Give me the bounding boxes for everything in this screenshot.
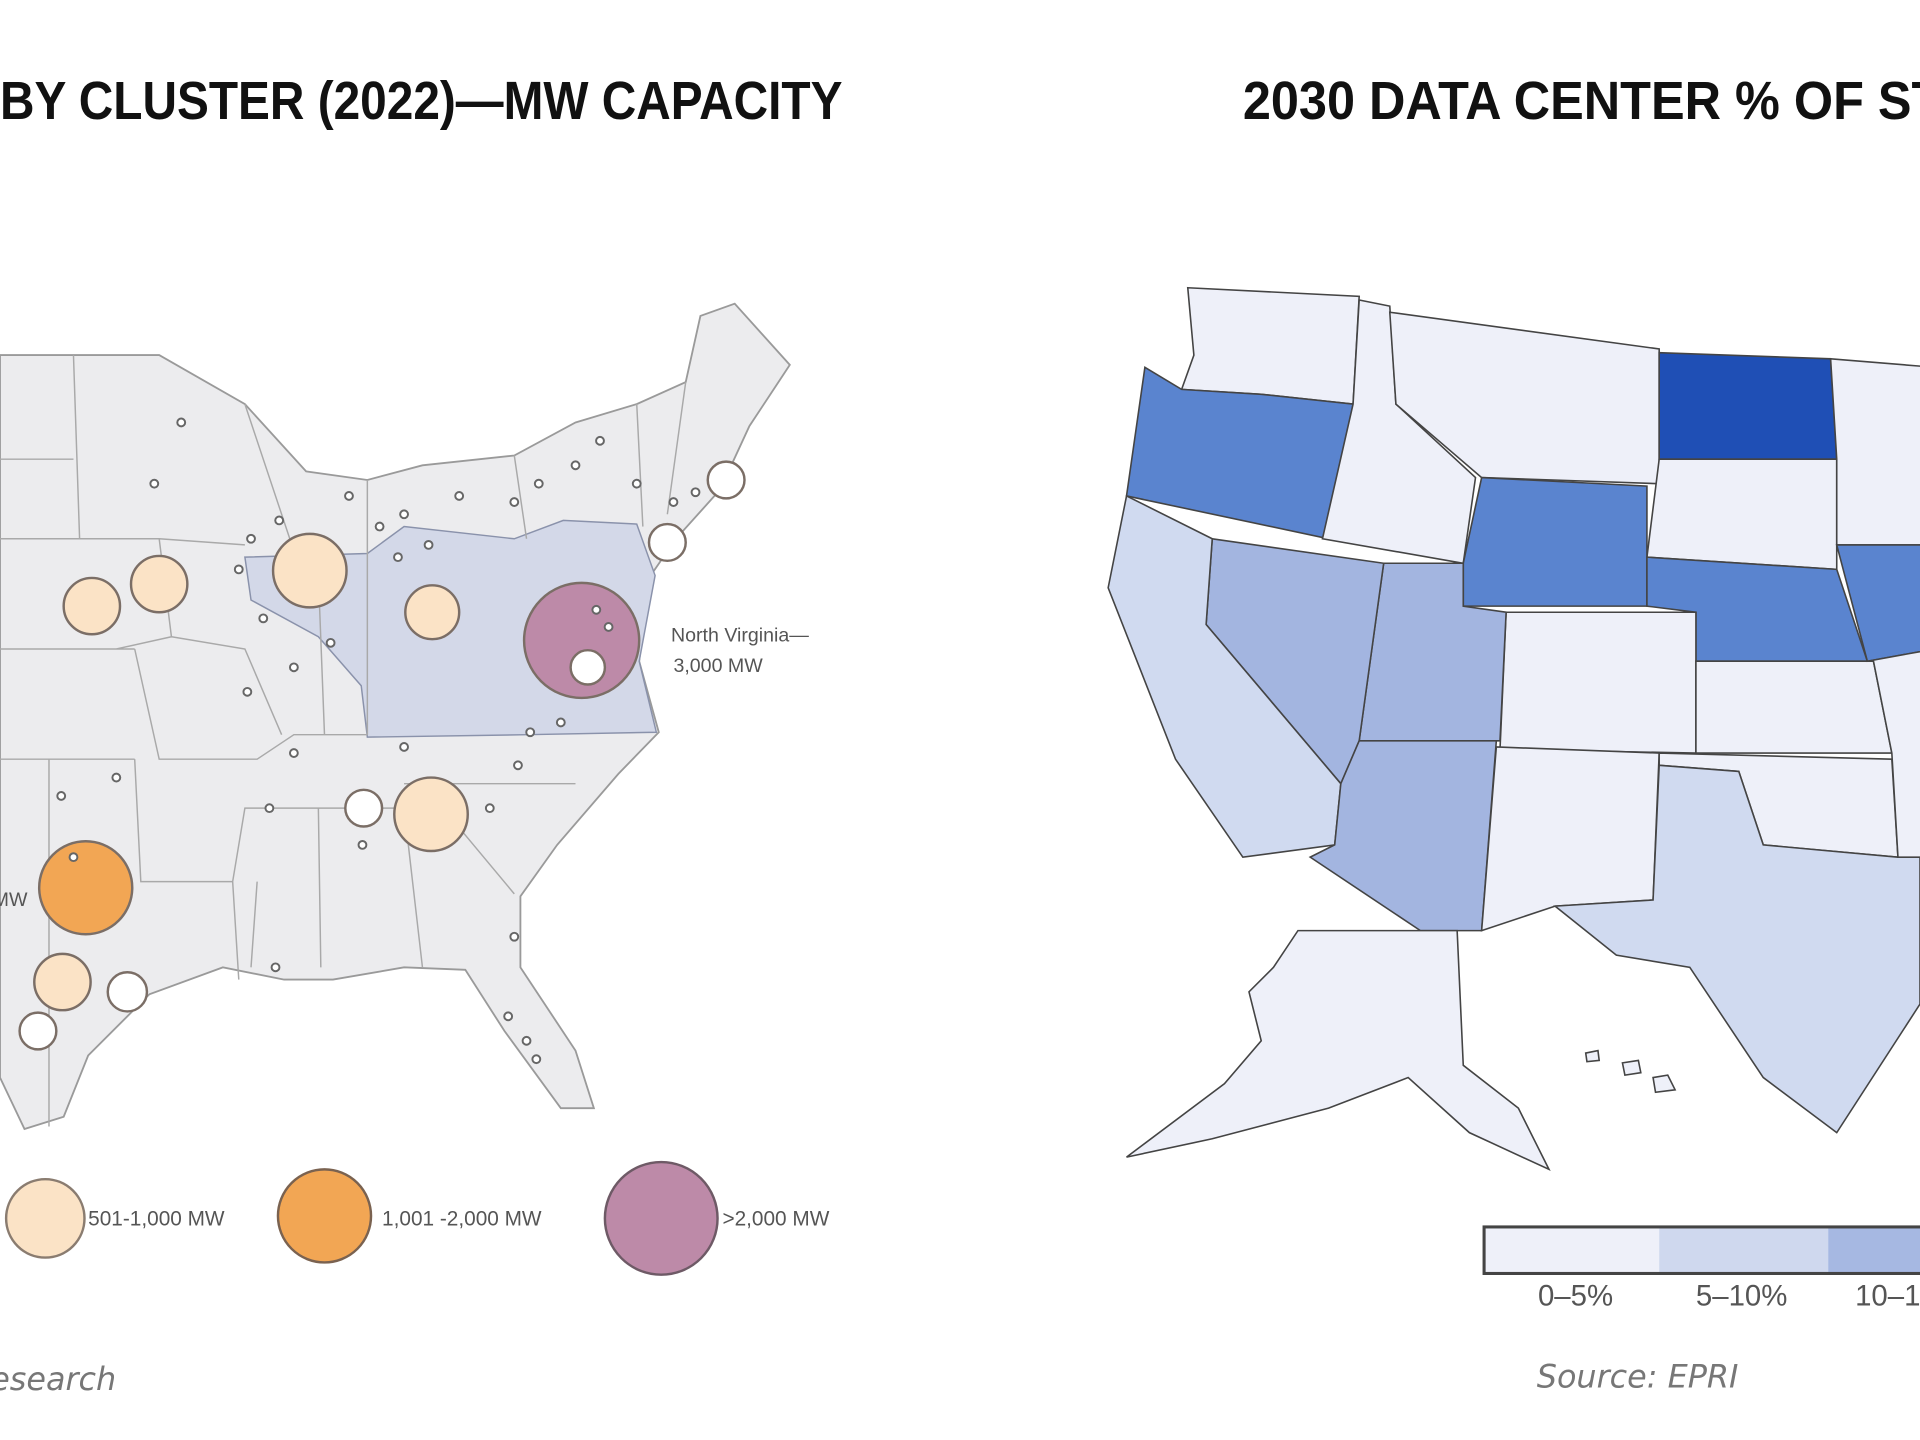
right-map-panel: 2030 DATA CENTER % OF STAT 0–5% 5–10% 10… bbox=[1107, 71, 1920, 1395]
legend-label: >2,000 MW bbox=[722, 1208, 829, 1231]
legend-label: 1,001 -2,000 MW bbox=[382, 1208, 542, 1231]
data-center-site-dot bbox=[111, 772, 122, 783]
state-wy bbox=[1462, 476, 1648, 607]
right-source-note: Source: EPRI bbox=[1537, 1357, 1739, 1395]
state-nd bbox=[1658, 351, 1838, 460]
cluster-marker bbox=[344, 788, 384, 828]
data-center-site-dot bbox=[242, 686, 253, 697]
data-center-site-dot bbox=[603, 622, 614, 632]
legend-swatch-1001-2000 bbox=[276, 1168, 373, 1264]
data-center-site-dot bbox=[591, 604, 602, 615]
legend-label: 10–1 bbox=[1855, 1279, 1920, 1312]
cluster-marker bbox=[647, 522, 687, 563]
cluster-marker bbox=[37, 840, 134, 936]
left-source-note: esearch bbox=[0, 1360, 116, 1398]
legend-swatch-10-plus bbox=[1828, 1226, 1920, 1274]
cluster-marker bbox=[404, 584, 461, 641]
cluster-marker bbox=[706, 460, 746, 500]
data-center-site-dot bbox=[246, 533, 256, 544]
data-center-site-dot bbox=[374, 521, 385, 532]
data-center-site-dot bbox=[176, 417, 187, 428]
legend-label: 5–10% bbox=[1696, 1279, 1787, 1312]
legend-frame bbox=[1482, 1225, 1920, 1275]
cluster-marker bbox=[18, 1011, 58, 1051]
legend-label: 0–5% bbox=[1538, 1279, 1613, 1312]
data-center-site-dot bbox=[270, 962, 281, 973]
data-center-site-dot bbox=[288, 662, 299, 673]
state-hi bbox=[1584, 1049, 1677, 1094]
cluster-edge-label: MW bbox=[0, 889, 28, 911]
state-wa bbox=[1180, 286, 1361, 405]
cluster-marker bbox=[569, 648, 607, 686]
data-center-site-dot bbox=[533, 478, 544, 489]
data-center-site-dot bbox=[503, 1011, 514, 1022]
data-center-site-dot bbox=[484, 803, 495, 814]
left-map-title: BY CLUSTER (2022)—MW CAPACITY bbox=[0, 71, 843, 131]
legend-swatch-501-1000 bbox=[4, 1177, 86, 1259]
legend-label: 501-1,000 MW bbox=[88, 1208, 225, 1231]
right-map-title: 2030 DATA CENTER % OF STAT bbox=[1243, 71, 1920, 131]
data-center-site-dot bbox=[357, 839, 368, 850]
data-center-site-dot bbox=[68, 852, 79, 863]
data-center-site-dot bbox=[344, 491, 354, 501]
state-mo bbox=[1867, 650, 1920, 858]
data-center-site-dot bbox=[274, 515, 285, 526]
data-center-site-dot bbox=[509, 931, 520, 942]
data-center-site-dot bbox=[288, 748, 299, 758]
data-center-site-dot bbox=[258, 613, 269, 624]
data-center-site-dot bbox=[56, 791, 67, 801]
state-tx bbox=[1552, 764, 1920, 1134]
data-center-site-dot bbox=[423, 539, 434, 550]
data-center-site-dot bbox=[399, 742, 409, 752]
left-map-panel: BY CLUSTER (2022)—MW CAPACITY North Virg… bbox=[0, 71, 843, 1398]
data-center-site-dot bbox=[555, 717, 566, 728]
data-center-site-dot bbox=[513, 760, 523, 771]
data-center-site-dot bbox=[668, 497, 679, 507]
data-center-site-dot bbox=[521, 1035, 532, 1046]
state-ks bbox=[1695, 660, 1893, 754]
share-legend: 0–5% 5–10% 10–1 bbox=[1482, 1225, 1920, 1312]
data-center-site-dot bbox=[393, 552, 403, 563]
data-center-site-dot bbox=[233, 564, 244, 575]
data-center-site-dot bbox=[631, 478, 642, 489]
cluster-marker bbox=[129, 554, 189, 614]
state-sd bbox=[1646, 458, 1838, 571]
data-center-site-dot bbox=[570, 460, 581, 471]
legend-swatch-5-10 bbox=[1659, 1226, 1829, 1274]
data-center-site-dot bbox=[454, 491, 465, 501]
state-ia bbox=[1835, 544, 1920, 663]
north-virginia-capacity: 3,000 MW bbox=[673, 655, 763, 677]
cluster-marker bbox=[33, 952, 92, 1012]
state-ak bbox=[1126, 929, 1551, 1172]
capacity-legend: 501-1,000 MW 1,001 -2,000 MW >2,000 MW bbox=[4, 1160, 830, 1276]
data-center-site-dot bbox=[525, 727, 536, 738]
cluster-marker bbox=[106, 971, 149, 1013]
data-center-site-dot bbox=[264, 803, 275, 814]
us-states-choropleth bbox=[1107, 286, 1920, 1172]
cluster-markers bbox=[18, 417, 746, 1065]
data-center-site-dot bbox=[399, 509, 409, 520]
legend-swatch-over-2000 bbox=[603, 1160, 719, 1276]
state-mn bbox=[1829, 357, 1920, 546]
state-mt bbox=[1388, 311, 1660, 485]
data-center-site-dot bbox=[325, 637, 336, 648]
cluster-marker bbox=[271, 532, 348, 609]
data-center-site-dot bbox=[595, 435, 605, 446]
cluster-marker bbox=[62, 576, 122, 636]
state-co bbox=[1499, 611, 1697, 754]
legend-swatch-0-5 bbox=[1484, 1226, 1660, 1274]
north-virginia-callout: North Virginia— bbox=[671, 625, 809, 647]
cluster-marker bbox=[522, 581, 641, 700]
data-center-site-dot bbox=[690, 487, 701, 498]
data-center-site-dot bbox=[149, 478, 160, 489]
cluster-marker bbox=[393, 776, 469, 853]
data-center-site-dot bbox=[531, 1054, 542, 1065]
data-center-site-dot bbox=[509, 497, 520, 507]
